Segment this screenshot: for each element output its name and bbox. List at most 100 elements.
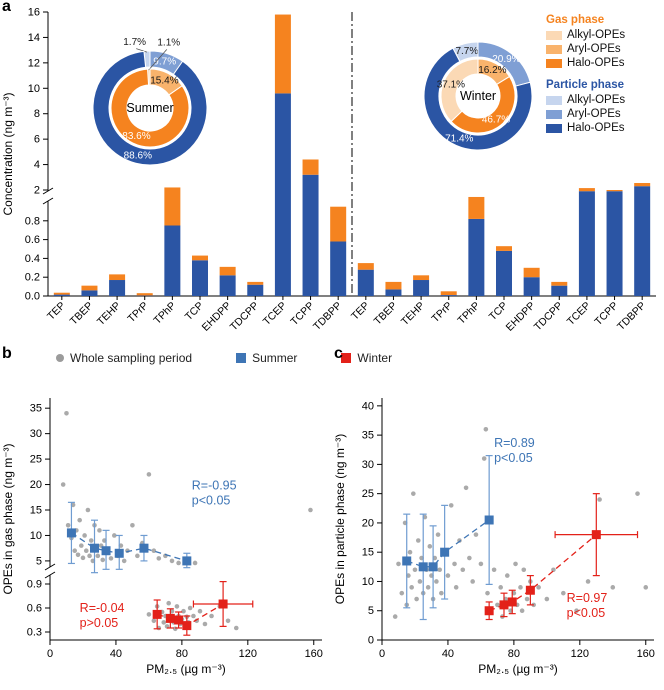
svg-text:30: 30	[362, 459, 374, 471]
svg-text:EHDPP: EHDPP	[504, 300, 538, 334]
svg-text:40: 40	[362, 400, 374, 412]
svg-text:10: 10	[362, 576, 374, 588]
svg-text:Summer: Summer	[126, 101, 173, 115]
svg-text:16.2%: 16.2%	[478, 65, 506, 76]
series-whole-sampling-period	[61, 411, 313, 631]
legend-swatch-icon	[546, 45, 562, 54]
svg-text:1.7%: 1.7%	[123, 37, 146, 48]
svg-text:p>0.05: p>0.05	[80, 616, 119, 630]
svg-text:Concentration (ng m⁻³): Concentration (ng m⁻³)	[1, 92, 15, 215]
legend-swatch-icon	[546, 31, 562, 40]
legend-label: Winter	[357, 351, 392, 365]
panel-a-label: a	[2, 0, 11, 16]
svg-text:9.7%: 9.7%	[153, 56, 176, 67]
legend-swatch-icon	[546, 124, 562, 133]
svg-text:OPEs in gas phase (ng m⁻³): OPEs in gas phase (ng m⁻³)	[1, 443, 15, 594]
svg-text:0.3: 0.3	[27, 627, 42, 639]
svg-text:35: 35	[362, 430, 374, 442]
svg-text:TEHP: TEHP	[399, 300, 427, 328]
svg-text:TPhP: TPhP	[151, 300, 178, 327]
svg-text:p<0.05: p<0.05	[192, 494, 231, 508]
svg-text:0.6: 0.6	[25, 234, 40, 246]
legend-item-particle-halo-opes: Halo-OPEs	[546, 122, 662, 134]
svg-text:25: 25	[362, 488, 374, 500]
legend-item-summer: Summer	[236, 351, 297, 365]
svg-text:TPrP: TPrP	[125, 300, 150, 325]
legend-item-gas-alkyl-opes: Alkyl-OPEs	[546, 29, 662, 41]
legend-swatch-icon	[546, 110, 562, 119]
series-winter	[485, 494, 638, 620]
svg-text:R=-0.04: R=-0.04	[80, 601, 125, 615]
svg-text:20: 20	[362, 517, 374, 529]
svg-text:TPhP: TPhP	[455, 300, 482, 327]
svg-text:Winter: Winter	[460, 89, 496, 103]
particle-phase-legend-title: Particle phase	[546, 79, 662, 91]
svg-text:TDBPP: TDBPP	[615, 300, 648, 333]
svg-text:PM₂.₅ (µg m⁻³): PM₂.₅ (µg m⁻³)	[478, 662, 557, 676]
svg-text:1.1%: 1.1%	[157, 38, 180, 49]
legend-item-gas-halo-opes: Halo-OPEs	[546, 57, 662, 69]
svg-text:p<0.05: p<0.05	[494, 451, 533, 465]
svg-text:p<0.05: p<0.05	[567, 606, 606, 620]
svg-text:8: 8	[34, 108, 40, 120]
legend-item-particle-alkyl-opes: Alkyl-OPEs	[546, 94, 662, 106]
legend-item-particle-aryl-opes: Aryl-OPEs	[546, 108, 662, 120]
svg-text:0.2: 0.2	[25, 272, 40, 284]
svg-text:R=-0.95: R=-0.95	[192, 479, 237, 493]
svg-text:0.9: 0.9	[27, 579, 42, 591]
svg-text:TCP: TCP	[487, 300, 510, 323]
legend-item-whole-sampling-period: Whole sampling period	[56, 351, 192, 365]
panel-a-legend: Gas phase Alkyl-OPEs Aryl-OPEs Halo-OPEs P…	[546, 12, 662, 136]
scatter-legend: Whole sampling period Summer Winter	[0, 345, 664, 370]
svg-text:0: 0	[47, 648, 53, 660]
svg-text:15: 15	[362, 547, 374, 559]
svg-text:5: 5	[368, 605, 374, 617]
legend-item-winter: Winter	[341, 351, 392, 365]
svg-text:TPrP: TPrP	[429, 300, 454, 325]
svg-text:120: 120	[239, 648, 257, 660]
svg-text:7.7%: 7.7%	[455, 46, 478, 57]
svg-text:160: 160	[305, 648, 323, 660]
gas-phase-legend-title: Gas phase	[546, 14, 662, 26]
square-marker-icon	[236, 353, 246, 363]
svg-text:EHDPP: EHDPP	[200, 300, 234, 334]
svg-text:R=0.89: R=0.89	[494, 436, 535, 450]
svg-text:35: 35	[30, 403, 42, 415]
svg-text:20: 20	[30, 479, 42, 491]
legend-label: Alkyl-OPEs	[567, 94, 625, 106]
svg-text:0: 0	[368, 635, 374, 647]
svg-text:0: 0	[379, 648, 385, 660]
svg-text:80: 80	[176, 648, 188, 660]
legend-label: Halo-OPEs	[567, 122, 625, 134]
svg-text:30: 30	[30, 428, 42, 440]
svg-text:12: 12	[28, 57, 40, 69]
svg-text:0.0: 0.0	[25, 291, 40, 303]
legend-label: Aryl-OPEs	[567, 43, 621, 55]
svg-text:10: 10	[28, 83, 40, 95]
svg-text:10: 10	[30, 530, 42, 542]
legend-label: Aryl-OPEs	[567, 108, 621, 120]
legend-label: Alkyl-OPEs	[567, 29, 625, 41]
svg-text:TDCPP: TDCPP	[532, 300, 566, 334]
panel-c-label: c	[334, 345, 343, 363]
winter-donut: 7.7%20.9%71.4%37.1%16.2%46.7%Winter	[424, 42, 532, 150]
svg-text:40: 40	[110, 648, 122, 660]
svg-text:TEHP: TEHP	[95, 300, 123, 328]
series-summer	[402, 456, 493, 620]
svg-text:TDBPP: TDBPP	[311, 300, 344, 333]
svg-text:R=0.97: R=0.97	[567, 591, 608, 605]
svg-text:TCP: TCP	[183, 300, 206, 323]
svg-text:16: 16	[28, 7, 40, 19]
svg-text:TBEP: TBEP	[372, 300, 400, 328]
svg-text:TDCPP: TDCPP	[228, 300, 262, 334]
legend-item-gas-aryl-opes: Aryl-OPEs	[546, 43, 662, 55]
svg-text:TCEP: TCEP	[565, 300, 593, 328]
svg-text:4: 4	[34, 159, 40, 171]
svg-text:0.6: 0.6	[27, 603, 42, 615]
svg-text:14: 14	[28, 32, 40, 44]
svg-text:6: 6	[34, 134, 40, 146]
